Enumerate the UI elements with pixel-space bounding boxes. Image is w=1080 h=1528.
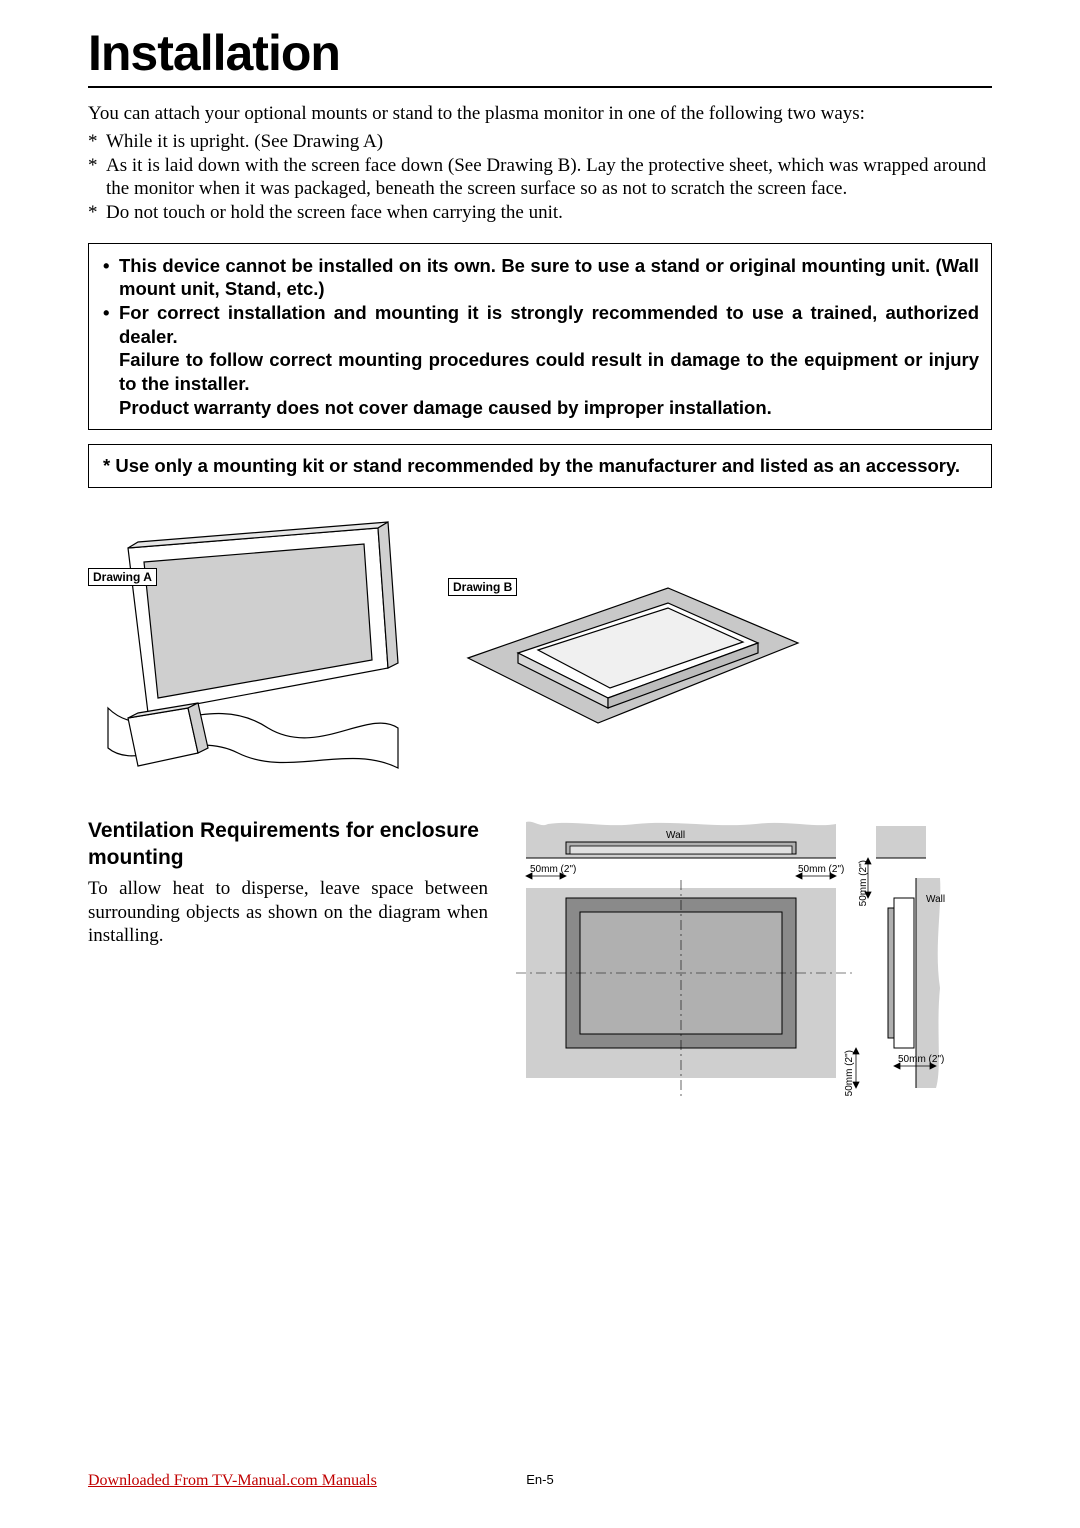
title-rule — [88, 86, 992, 88]
ventilation-section: Ventilation Requirements for enclosure m… — [88, 818, 992, 1138]
warning-box: This device cannot be installed on its o… — [88, 243, 992, 431]
drawings-row: Drawing A Draw — [88, 518, 992, 778]
page-number: En-5 — [526, 1472, 553, 1487]
accessory-note-box: * Use only a mounting kit or stand recom… — [88, 444, 992, 488]
dim-right: 50mm (2") — [798, 864, 844, 875]
ventilation-svg: Wall 50mm (2") 50mm (2") — [516, 818, 976, 1138]
drawing-b-label: Drawing B — [448, 578, 517, 596]
intro-bullet: While it is upright. (See Drawing A) — [88, 130, 992, 154]
dim-top-vert: 50mm (2") — [858, 860, 869, 906]
warning-item: This device cannot be installed on its o… — [101, 254, 979, 301]
intro-bullet: Do not touch or hold the screen face whe… — [88, 201, 992, 225]
intro-bullets: While it is upright. (See Drawing A) As … — [88, 130, 992, 225]
ventilation-diagram: Wall 50mm (2") 50mm (2") — [516, 818, 992, 1138]
warning-continuation: Failure to follow correct mounting proce… — [101, 348, 979, 395]
dim-bottom-vert: 50mm (2") — [844, 1050, 855, 1096]
intro-bullet: As it is laid down with the screen face … — [88, 154, 992, 202]
dim-left: 50mm (2") — [530, 864, 576, 875]
download-source-link[interactable]: Downloaded From TV-Manual.com Manuals — [88, 1472, 377, 1490]
warning-item: For correct installation and mounting it… — [101, 301, 979, 348]
warning-continuation: Product warranty does not cover damage c… — [101, 396, 979, 420]
drawing-a-label: Drawing A — [88, 568, 157, 586]
wall-label-top: Wall — [666, 830, 685, 841]
page-title: Installation — [88, 24, 992, 82]
ventilation-text-col: Ventilation Requirements for enclosure m… — [88, 818, 488, 1138]
intro-section: You can attach your optional mounts or s… — [88, 102, 992, 225]
ventilation-body: To allow heat to disperse, leave space b… — [88, 877, 488, 948]
accessory-note-text: * Use only a mounting kit or stand recom… — [103, 455, 960, 476]
manual-page: Installation You can attach your optiona… — [0, 0, 1080, 1528]
page-footer: Downloaded From TV-Manual.com Manuals En… — [88, 1472, 992, 1490]
ventilation-title: Ventilation Requirements for enclosure m… — [88, 818, 488, 871]
drawing-b: Drawing B — [448, 548, 808, 748]
drawing-a: Drawing A — [88, 518, 408, 778]
wall-label-side: Wall — [926, 894, 945, 905]
dim-side-bottom: 50mm (2") — [898, 1054, 944, 1065]
drawing-a-svg — [88, 518, 408, 778]
intro-text: You can attach your optional mounts or s… — [88, 102, 992, 126]
